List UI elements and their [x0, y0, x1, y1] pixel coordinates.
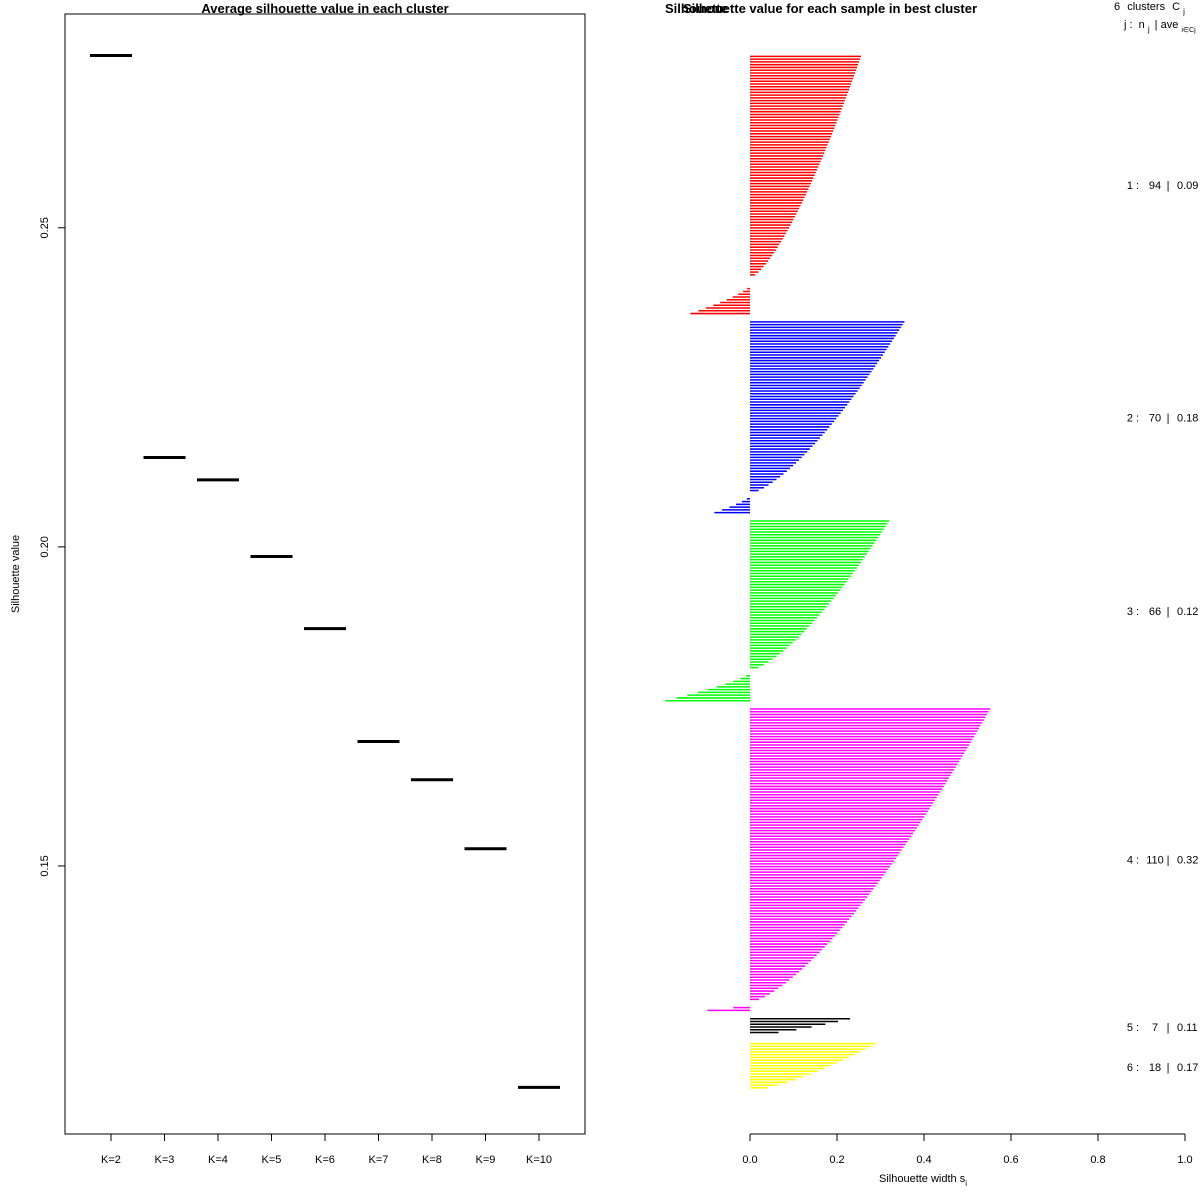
sample-silhouette-panel: Silhouette Silhouette value for each sam…	[665, 1, 1200, 1188]
cluster-sep: |	[1167, 1022, 1170, 1034]
right-x-axis-label: Silhouette width si	[879, 1173, 967, 1188]
header-line-2: j : n j | ave i∈Cj s i	[1123, 19, 1200, 35]
left-chart-title: Average silhouette value in each cluster	[201, 1, 448, 16]
left-x-tick-label: K=9	[476, 1154, 496, 1166]
cluster-avg-label: 0.11	[1177, 1022, 1198, 1034]
cluster-id-label: 5 :	[1127, 1022, 1139, 1034]
left-marks	[90, 53, 560, 1089]
cluster-sep: |	[1167, 180, 1170, 192]
cluster-sep: |	[1167, 606, 1170, 618]
cluster-header: 6 clusters C j j : n j | ave i∈Cj s i	[1114, 1, 1200, 35]
cluster-id-label: 2 :	[1127, 412, 1139, 424]
left-x-tick-label: K=10	[526, 1154, 552, 1166]
cluster-sep: |	[1167, 855, 1170, 867]
cluster-size-label: 110	[1146, 855, 1164, 867]
left-y-axis-label: Silhouette value	[10, 535, 22, 613]
left-x-axis: K=2 K=3 K=4 K=5 K=6 K=7 K=8 K=9 K=10	[101, 1133, 552, 1166]
cluster-id-label: 1 :	[1127, 180, 1139, 192]
left-x-tick-label: K=5	[262, 1154, 282, 1166]
silhouette-bars	[665, 55, 991, 1089]
cluster-sep: |	[1167, 1062, 1170, 1074]
cluster-avg-label: 0.32	[1177, 855, 1198, 867]
right-x-tick-label: 0.6	[1003, 1154, 1018, 1166]
cluster-annotations: 1 :94 | 0.092 :70 | 0.183 :66 | 0.124 :110 | 0.3…	[1127, 180, 1199, 1074]
cluster-avg-label: 0.18	[1177, 412, 1198, 424]
left-y-axis: 0.15 0.20 0.25	[39, 217, 65, 877]
left-y-tick-label: 0.15	[39, 855, 51, 876]
left-x-tick-label: K=4	[208, 1154, 228, 1166]
cluster-size-label: 66	[1149, 606, 1161, 618]
left-x-tick-label: K=7	[369, 1154, 389, 1166]
cluster-size-label: 70	[1149, 412, 1161, 424]
right-overlap-label: Silhouette	[665, 1, 728, 16]
right-x-tick-label: 0.4	[916, 1154, 931, 1166]
left-y-tick-label: 0.20	[39, 536, 51, 557]
right-x-tick-label: 0.2	[829, 1154, 844, 1166]
cluster-id-label: 3 :	[1127, 606, 1139, 618]
cluster-id-label: 4 :	[1127, 855, 1139, 867]
right-chart-title: Silhouette value for each sample in best…	[683, 1, 977, 16]
left-x-tick-label: K=3	[155, 1154, 175, 1166]
left-plot-frame	[64, 13, 586, 1135]
right-x-tick-label: 0.8	[1090, 1154, 1105, 1166]
right-x-tick-label: 1.0	[1177, 1154, 1192, 1166]
cluster-size-label: 18	[1149, 1062, 1161, 1074]
cluster-size-label: 94	[1149, 180, 1161, 192]
right-x-axis: 0.0 0.2 0.4 0.6 0.8 1.0	[742, 1133, 1193, 1166]
cluster-avg-label: 0.09	[1177, 180, 1198, 192]
left-x-tick-label: K=6	[315, 1154, 335, 1166]
right-x-tick-label: 0.0	[742, 1154, 757, 1166]
cluster-avg-label: 0.12	[1177, 606, 1198, 618]
left-y-tick-label: 0.25	[39, 217, 51, 238]
left-x-tick-label: K=8	[422, 1154, 442, 1166]
cluster-id-label: 6 :	[1127, 1062, 1139, 1074]
left-x-tick-label: K=2	[101, 1154, 121, 1166]
cluster-avg-label: 0.17	[1177, 1062, 1198, 1074]
avg-silhouette-panel: Average silhouette value in each cluster…	[10, 1, 586, 1166]
header-line-1: 6 clusters C j	[1114, 1, 1185, 16]
cluster-size-label: 7	[1152, 1022, 1158, 1034]
cluster-sep: |	[1167, 412, 1170, 424]
